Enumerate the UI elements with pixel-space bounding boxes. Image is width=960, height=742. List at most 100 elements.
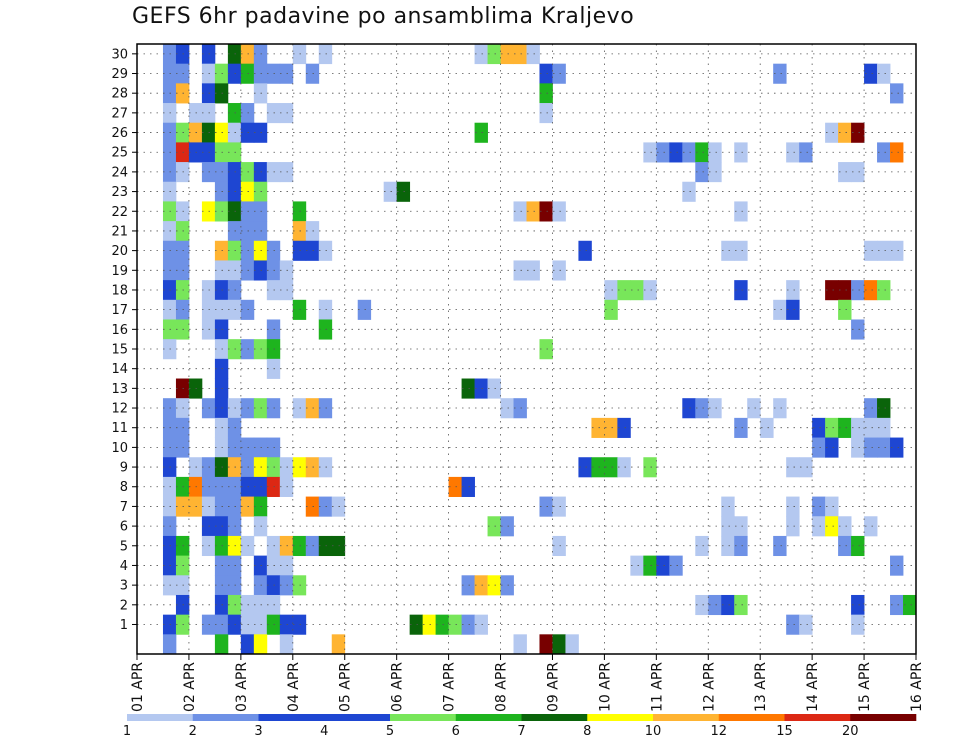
heatmap-cell: [604, 457, 618, 478]
heatmap-cell: [513, 398, 527, 419]
heatmap-cell: [591, 457, 605, 478]
heatmap-cell: [630, 280, 644, 301]
heatmap-cell: [734, 280, 748, 301]
heatmap-cell: [214, 634, 229, 655]
heatmap-cell: [721, 594, 735, 616]
grid-lines: [137, 44, 916, 654]
heatmap-cell: [292, 44, 307, 65]
x-tick-label: 12 APR: [701, 662, 717, 712]
heatmap-cell: [578, 240, 592, 261]
heatmap-cell: [721, 535, 735, 557]
heatmap-cell: [851, 319, 865, 340]
colorbar-label: 5: [386, 724, 394, 739]
x-tick-label: 11 APR: [649, 662, 665, 712]
colorbar-swatch: [258, 714, 325, 721]
heatmap-cell: [253, 634, 268, 655]
y-tick-label: 13: [111, 382, 128, 397]
x-tick-label: 10 APR: [597, 662, 613, 712]
heatmap-cell: [799, 142, 813, 163]
colorbar-label: 2: [189, 724, 197, 739]
heatmap-cell: [838, 417, 852, 438]
heatmap-cell: [695, 535, 709, 557]
heatmap-cell: [864, 398, 878, 419]
heatmap-cell: [877, 417, 891, 438]
heatmap-cell: [682, 181, 696, 202]
y-tick-label: 1: [120, 618, 128, 633]
heatmap-cell: [292, 221, 307, 242]
heatmap-cell: [695, 398, 709, 419]
heatmap-cell: [305, 535, 320, 557]
heatmap-cell: [461, 378, 475, 399]
y-tick-label: 10: [111, 441, 128, 456]
x-tick-label: 15 APR: [857, 662, 873, 712]
heatmap-cell: [656, 142, 670, 163]
x-tick-label: 05 APR: [338, 662, 354, 712]
heatmap-cell: [682, 142, 696, 163]
heatmap-cell: [812, 437, 826, 458]
heatmap-cell: [734, 594, 748, 616]
heatmap-cell: [721, 516, 735, 537]
colorbar-swatch: [718, 714, 785, 721]
heatmap-cell: [422, 614, 437, 635]
heatmap-cell: [591, 417, 605, 438]
heatmap-cell: [474, 614, 488, 635]
heatmap-cell: [760, 417, 774, 438]
heatmap-cell: [487, 516, 501, 537]
heatmap-cell: [799, 614, 813, 635]
y-tick-label: 28: [111, 87, 128, 102]
heatmap-cell: [851, 122, 865, 143]
heatmap-cell: [734, 142, 748, 163]
y-tick-label: 12: [111, 402, 128, 417]
y-tick-label: 20: [111, 244, 128, 259]
heatmap-cell: [786, 142, 800, 163]
heatmap-cell: [474, 378, 488, 399]
heatmap-cell: [292, 614, 307, 635]
heatmap-cell: [500, 575, 514, 596]
x-axis: 01 APR 02 APR 03 APR 04 APR 05 APR 06 APR 07 A…: [130, 654, 925, 712]
heatmap-cell: [565, 634, 579, 655]
heatmap-cell: [305, 457, 320, 478]
colorbar-label: 4: [320, 724, 328, 739]
heatmap-cell: [838, 122, 852, 143]
heatmap-cell: [890, 594, 904, 616]
colorbar-swatch: [850, 714, 917, 721]
heatmap-cell: [890, 142, 904, 163]
colorbar-swatch: [784, 714, 851, 721]
heatmap-cell: [305, 240, 320, 261]
heatmap-cell: [734, 417, 748, 438]
x-tick-label: 02 APR: [182, 662, 198, 712]
heatmap-cell: [786, 457, 800, 478]
heatmap-cell: [305, 63, 320, 84]
y-tick-label: 8: [120, 480, 128, 495]
heatmap-cell: [318, 398, 333, 419]
y-tick-label: 16: [111, 323, 128, 338]
heatmap-cell: [851, 535, 865, 557]
y-tick-label: 15: [111, 343, 128, 358]
x-tick-label: 08 APR: [494, 662, 510, 712]
heatmap-cell: [734, 240, 748, 261]
heatmap-cell: [539, 339, 553, 360]
heatmap-cell: [513, 201, 527, 222]
heatmap-cell: [318, 319, 333, 340]
y-tick-label: 11: [111, 421, 128, 436]
heatmap-cell: [305, 496, 320, 517]
heatmap-cell: [617, 280, 631, 301]
heatmap-cell: [669, 555, 683, 576]
heatmap-cell: [539, 634, 553, 655]
heatmap-cell: [539, 83, 553, 104]
heatmap-cell: [474, 44, 488, 65]
y-tick-label: 19: [111, 264, 128, 279]
heatmap-cell: [812, 417, 826, 438]
y-tick-label: 25: [111, 146, 128, 161]
y-tick-label: 30: [111, 47, 128, 62]
heatmap-cells: [162, 44, 917, 655]
heatmap-cell: [513, 44, 527, 65]
heatmap-cell: [786, 614, 800, 635]
heatmap-cell: [708, 162, 722, 183]
y-tick-label: 9: [120, 461, 128, 476]
colorbar-swatch: [653, 714, 720, 721]
heatmap-cell: [825, 280, 839, 301]
heatmap-cell: [318, 44, 333, 65]
y-tick-label: 14: [111, 362, 128, 377]
heatmap-cell: [162, 634, 177, 655]
